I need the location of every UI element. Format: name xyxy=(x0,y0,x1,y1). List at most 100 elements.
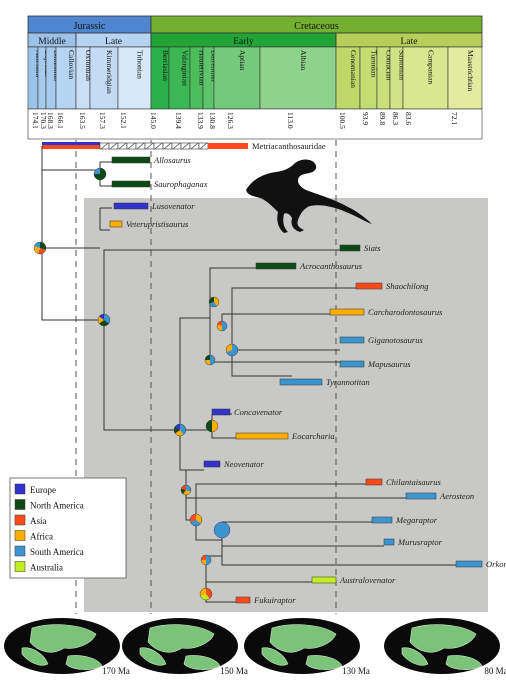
age-label: 139.4 xyxy=(174,112,183,129)
node-pie-4 xyxy=(208,296,220,308)
stage-label: Albian xyxy=(299,50,308,71)
age-label: 113.0 xyxy=(286,112,295,129)
range-carcharodontosaurus xyxy=(329,308,365,316)
range-siats xyxy=(339,244,361,252)
taxon-australovenator: Australovenator xyxy=(339,575,396,585)
stage-label: Aptian xyxy=(238,50,247,71)
node-pie-9 xyxy=(180,484,192,496)
stage-label: Valanginian xyxy=(181,50,190,86)
node-pie-8 xyxy=(205,419,219,433)
legend-label: North America xyxy=(30,501,84,511)
range-megaraptor xyxy=(371,516,393,524)
node-pie-6 xyxy=(204,354,216,366)
age-label: 83.6 xyxy=(404,112,413,125)
stage-label: Oxfordian xyxy=(84,50,93,81)
node-pie-7 xyxy=(225,343,239,357)
range-shaochilong xyxy=(355,282,383,290)
taxon-eocarcharia: Eocarcharia xyxy=(291,431,335,441)
stage-label: Maastrichtian xyxy=(466,50,475,91)
carcharodontosauria-highlight xyxy=(84,198,488,612)
legend-swatch xyxy=(14,561,26,572)
taxon-labels: Allosaurus Saurophaganax Lusovenator Veteru… xyxy=(126,155,506,605)
range-concavenator xyxy=(211,408,231,416)
stage-label: Turonian xyxy=(370,50,379,77)
stage-label: Santonian xyxy=(398,50,407,80)
node-pie-13 xyxy=(199,587,213,601)
legend-label: Asia xyxy=(30,516,47,526)
taxon-concavenator: Concavenator xyxy=(234,407,283,417)
age-label: 86.3 xyxy=(391,112,400,125)
epoch-row: Middle Late Early Late xyxy=(27,32,483,48)
taxon-saurophaganax: Saurophaganax xyxy=(154,179,208,189)
epoch-label: Late xyxy=(401,37,418,47)
range-acrocanthosaurus xyxy=(255,262,297,270)
taxon-mapusaurus: Mapusaurus xyxy=(367,359,411,369)
stage-label: Cenomanian xyxy=(349,50,358,88)
node-pie-1 xyxy=(33,241,47,255)
age-label: 152.1 xyxy=(119,112,128,129)
legend-swatch xyxy=(14,514,26,526)
range-tyrannotitan xyxy=(279,378,323,386)
taxon-allosaurus: Allosaurus xyxy=(153,155,192,165)
range-eocarcharia xyxy=(235,432,289,440)
age-label: 89.8 xyxy=(378,112,387,125)
stage-row: AalenianBajocianBathonianCallovianOxford… xyxy=(27,46,483,110)
legend-swatch xyxy=(14,483,26,495)
taxon-megaraptor: Megaraptor xyxy=(395,515,438,525)
legend-swatch xyxy=(14,545,26,557)
stage-label: Callovian xyxy=(67,50,76,79)
age-label: 174.1 xyxy=(31,112,40,129)
range-saurophaganax xyxy=(111,180,151,188)
node-pie-2 xyxy=(97,313,111,327)
taxon-aerosteon: Aerosteon xyxy=(439,491,474,501)
stage-label: Coniacian xyxy=(385,50,394,81)
metriacanthosauridae-range xyxy=(42,142,248,150)
epoch-label: Middle xyxy=(38,37,65,47)
age-label: 93.9 xyxy=(361,112,370,125)
age-label: 130.8 xyxy=(208,112,217,129)
stage-label: Kimmeridgian xyxy=(105,50,114,94)
range-neovenator xyxy=(203,460,221,468)
paleomap-0: 170 Ma xyxy=(4,618,130,676)
legend-swatch xyxy=(14,530,26,541)
theropod-silhouette xyxy=(246,159,372,233)
age-label: 170.3 xyxy=(39,112,48,129)
taxon-lusovenator: Lusovenator xyxy=(151,201,195,211)
age-label: 100.5 xyxy=(338,112,347,129)
node-pie-11 xyxy=(213,521,231,539)
epoch-label: Early xyxy=(233,37,254,47)
age-label: 126.3 xyxy=(226,112,235,129)
period-label: Jurassic xyxy=(74,21,106,32)
taxon-orkoraptor: Orkoraptor xyxy=(486,559,506,569)
age-label: 163.5 xyxy=(78,112,87,129)
range-fukuiraptor xyxy=(235,596,251,604)
stage-label: Berriasian xyxy=(161,50,170,81)
taxon-ranges xyxy=(109,156,483,604)
map-age-label: 80 Ma xyxy=(484,666,506,676)
map-age-label: 150 Ma xyxy=(220,666,248,676)
period-row: Jurassic Cretaceous xyxy=(27,15,483,34)
taxon-neovenator: Neovenator xyxy=(223,459,264,469)
paleomap-2: 130 Ma xyxy=(244,618,370,676)
range-orkoraptor xyxy=(455,560,483,568)
stage-tithonian xyxy=(117,46,152,110)
legend-swatch xyxy=(14,499,26,510)
age-label: 157.3 xyxy=(98,112,107,129)
range-australovenator xyxy=(311,576,337,584)
map-age-label: 170 Ma xyxy=(102,666,130,676)
epoch-label: Late xyxy=(105,37,122,47)
stage-maastrichtian xyxy=(447,46,483,110)
node-pie-5 xyxy=(216,320,228,332)
legend: Europe North America Asia Africa South Ameri… xyxy=(9,477,127,579)
stage-label: Tithonian xyxy=(136,50,145,79)
paleomap-3: 80 Ma xyxy=(384,618,506,676)
node-pie-3 xyxy=(173,423,187,437)
period-label: Cretaceous xyxy=(294,21,339,32)
node-pie-12 xyxy=(200,554,212,566)
taxon-giganotosaurus: Giganotosaurus xyxy=(368,335,423,345)
range-chilantaisaurus xyxy=(365,478,383,486)
range-lusovenator xyxy=(113,202,149,210)
taxon-siats: Siats xyxy=(364,243,381,253)
